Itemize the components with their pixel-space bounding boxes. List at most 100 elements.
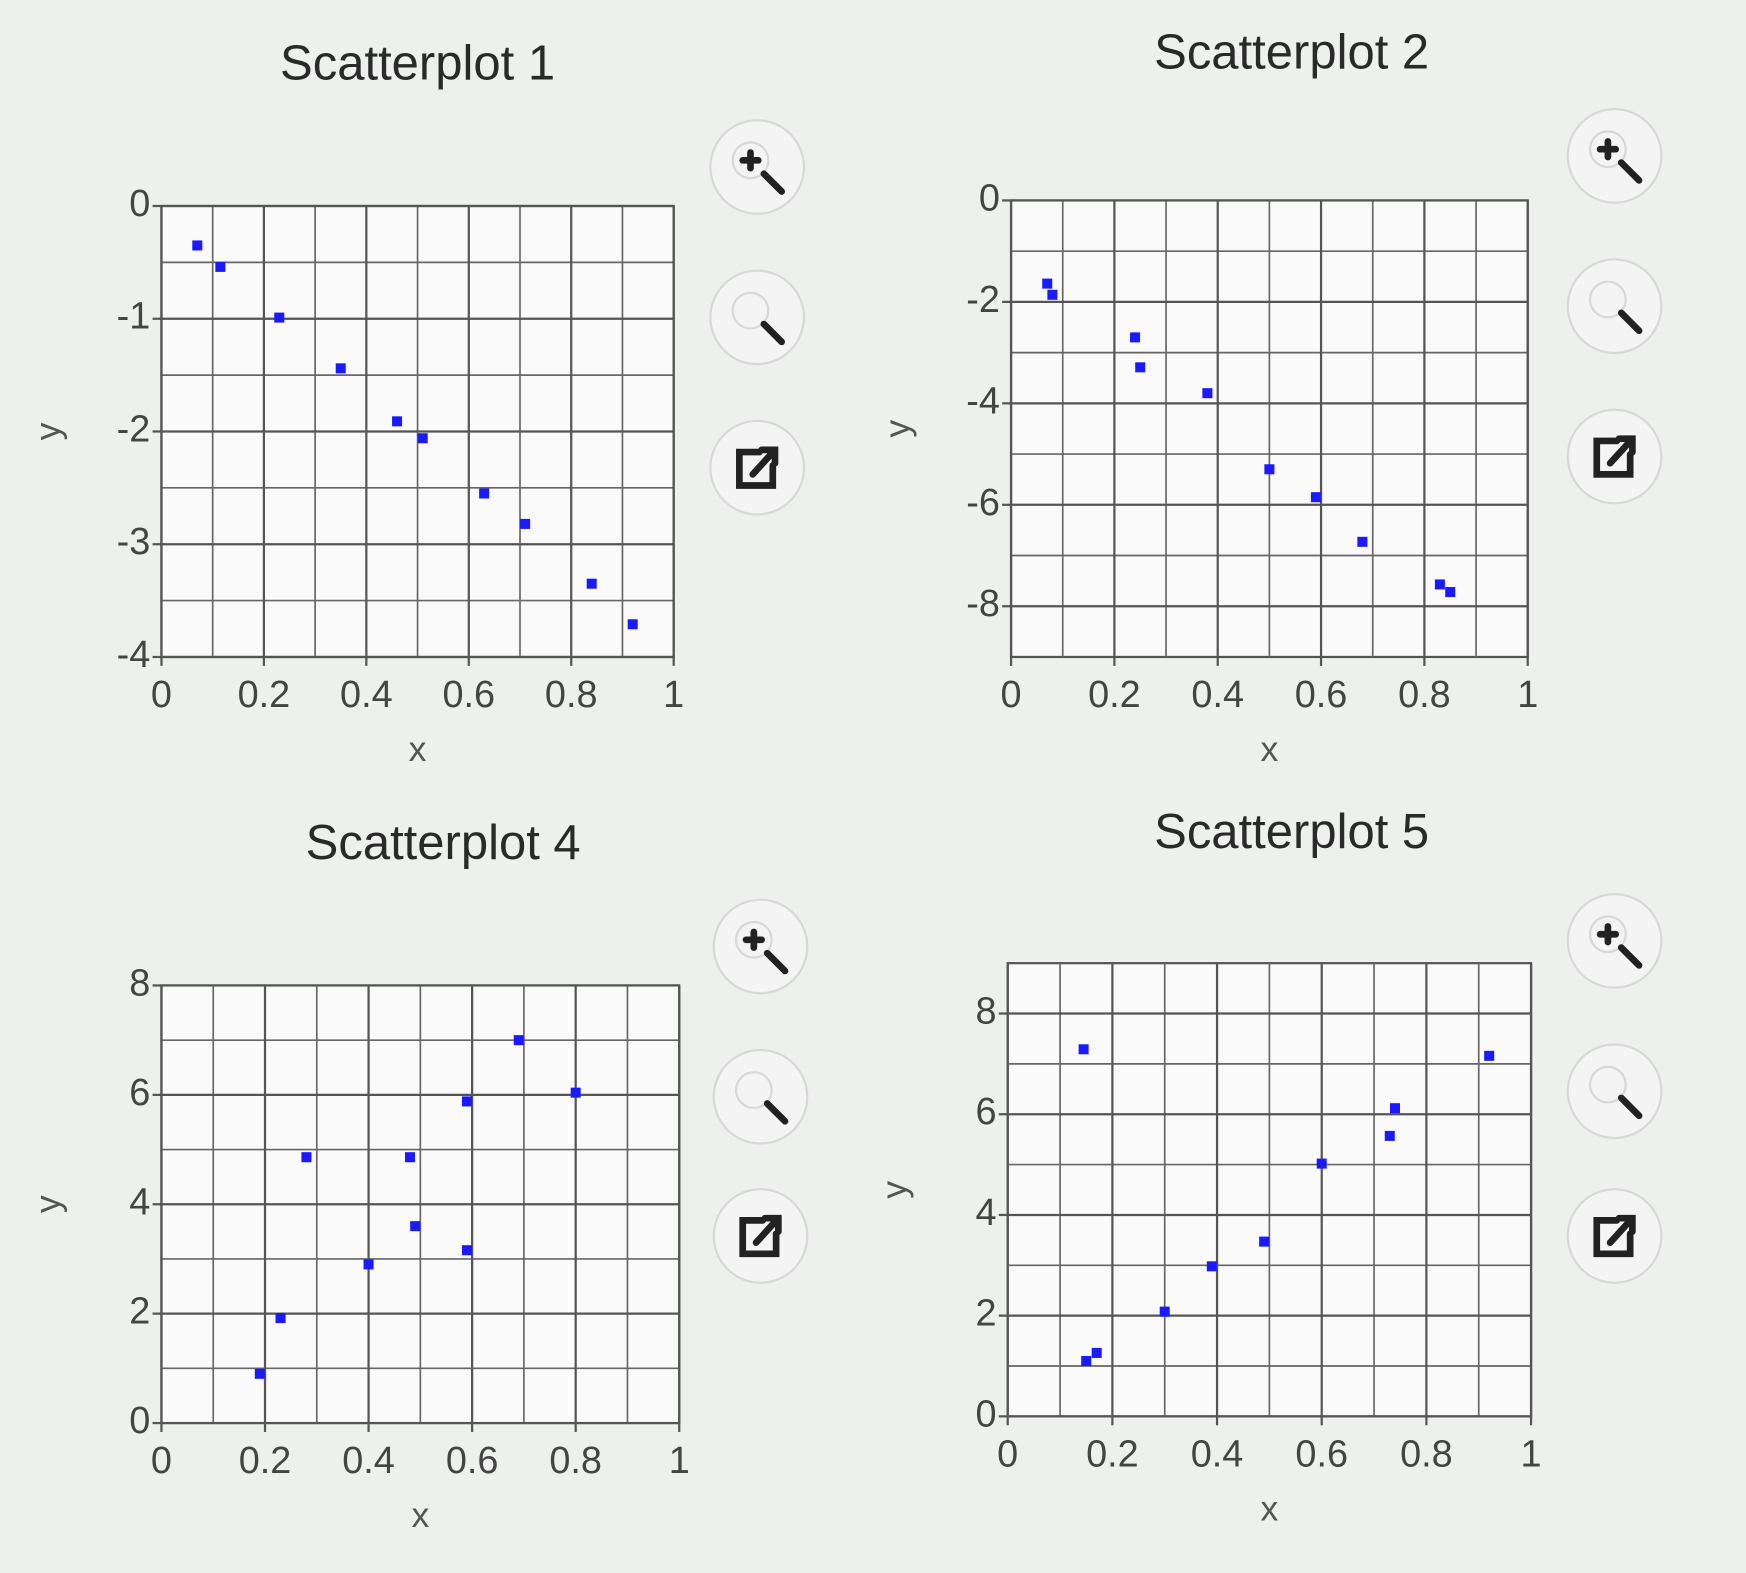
y-tick-label: -3 xyxy=(117,521,151,563)
y-tick-label: -1 xyxy=(117,296,151,338)
point xyxy=(461,1245,472,1256)
point xyxy=(1091,1347,1102,1358)
point xyxy=(520,518,531,529)
lens xyxy=(1588,280,1627,319)
point xyxy=(1484,1050,1495,1061)
x-tick-label: 0.6 xyxy=(442,674,495,716)
handle xyxy=(1617,944,1643,969)
chart: Scatterplot 4 0 0.2 0.4 0.6 0.8 1 0 2 4 6 8 x y xyxy=(28,816,690,1535)
x-tick-label: 1 xyxy=(1521,1433,1542,1475)
point xyxy=(1434,579,1445,590)
point xyxy=(1259,1236,1270,1247)
zoom-in-button[interactable] xyxy=(709,119,806,215)
x-tick-label: 0.8 xyxy=(1400,1433,1453,1475)
open-external-button[interactable] xyxy=(1566,1188,1663,1284)
content: Scatterplot 10 0.2 0.4 0.6 0.8 10-1-2-3-4xySc… xyxy=(28,26,1663,1535)
arrow xyxy=(1606,1214,1636,1247)
y-tick-label: 6 xyxy=(129,1072,150,1114)
zoom-out-button[interactable] xyxy=(1566,258,1663,355)
y-tick-label: 0 xyxy=(129,183,150,225)
point xyxy=(363,1259,374,1270)
x-tick-label: 1 xyxy=(669,1440,690,1482)
chart: Scatterplot 2 0 0.2 0.4 0.6 0.8 1 0 -2 -4 -6 -8 x y xyxy=(877,26,1538,769)
point xyxy=(1389,1103,1401,1114)
zoom-out-button[interactable] xyxy=(709,269,806,366)
y-tick-label: 0 xyxy=(129,1400,150,1442)
x-tick-label: 0.2 xyxy=(238,674,291,716)
x-tick-label: 0.4 xyxy=(1191,1433,1244,1475)
point xyxy=(1042,278,1053,289)
chart-title: Scatterplot 2 xyxy=(1154,26,1429,80)
zoom-out-button[interactable] xyxy=(712,1048,809,1145)
zoom-in-button[interactable] xyxy=(1566,108,1663,204)
box xyxy=(736,448,777,489)
point xyxy=(1384,1130,1395,1141)
point xyxy=(1206,1261,1217,1272)
zoom-in-button[interactable] xyxy=(1566,893,1663,989)
y-tick-label: 8 xyxy=(976,991,997,1033)
x-tick-label: 0.8 xyxy=(545,674,598,716)
point xyxy=(392,416,403,427)
point xyxy=(513,1035,524,1046)
x-tick-label: 0.6 xyxy=(1295,674,1348,716)
open-external-button[interactable] xyxy=(1566,408,1663,505)
handle xyxy=(1617,309,1643,335)
y-tick-label: -8 xyxy=(966,583,1000,625)
y-tick-label: 0 xyxy=(976,1393,997,1435)
box xyxy=(739,1217,780,1258)
x-tick-label: 1 xyxy=(1517,674,1538,716)
y-tick-label: 2 xyxy=(129,1291,150,1333)
x-tick-label: 0.8 xyxy=(549,1440,602,1482)
zoom-in-button[interactable] xyxy=(712,898,809,995)
y-tick-label: -4 xyxy=(117,634,151,676)
toolbar-icons xyxy=(709,108,1663,1284)
arrow xyxy=(752,1214,782,1247)
point xyxy=(1135,362,1146,373)
open-external-button[interactable] xyxy=(709,419,806,516)
y-axis-label: y xyxy=(28,1195,68,1213)
chart: Scatterplot 1 0 0.2 0.4 0.6 0.8 1 0 -1 -2 -3 -4 x y xyxy=(28,37,685,769)
point xyxy=(1316,1158,1327,1169)
x-tick-label: 0 xyxy=(997,1433,1018,1475)
point xyxy=(192,240,203,251)
point xyxy=(1445,587,1456,598)
y-tick-label: -2 xyxy=(117,408,151,450)
x-axis-label: x xyxy=(411,1495,429,1535)
x-tick-label: 0 xyxy=(151,1440,172,1482)
point xyxy=(254,1368,265,1379)
y-tick-label: 6 xyxy=(976,1091,997,1133)
arrow xyxy=(749,446,779,478)
chart-title: Scatterplot 4 xyxy=(306,816,581,870)
x-tick-label: 0.2 xyxy=(239,1440,292,1482)
handle xyxy=(760,170,786,195)
point xyxy=(1264,464,1275,475)
point xyxy=(627,619,638,630)
arrow xyxy=(1606,435,1636,467)
x-tick-label: 0.2 xyxy=(1086,1433,1139,1475)
point xyxy=(1047,289,1058,300)
point xyxy=(301,1152,312,1163)
point xyxy=(479,488,490,499)
lens xyxy=(1588,1065,1627,1104)
handle xyxy=(760,320,786,346)
x-tick-label: 1 xyxy=(663,674,684,716)
zoom-out-button[interactable] xyxy=(1566,1043,1663,1140)
y-tick-label: 4 xyxy=(129,1181,150,1223)
handle xyxy=(1617,159,1643,184)
x-tick-label: 0.6 xyxy=(446,1440,499,1482)
point xyxy=(1159,1306,1170,1317)
open-external-button[interactable] xyxy=(712,1188,809,1284)
point xyxy=(1310,492,1321,503)
point xyxy=(274,312,285,323)
x-axis-label: x xyxy=(1260,1488,1278,1528)
x-tick-label: 0.8 xyxy=(1398,674,1451,716)
point xyxy=(1078,1044,1089,1055)
handle xyxy=(763,949,789,975)
point xyxy=(404,1152,416,1163)
point xyxy=(215,261,226,272)
x-axis-label: x xyxy=(409,729,427,769)
lens xyxy=(734,1071,773,1110)
point xyxy=(417,433,428,444)
point xyxy=(335,363,346,374)
